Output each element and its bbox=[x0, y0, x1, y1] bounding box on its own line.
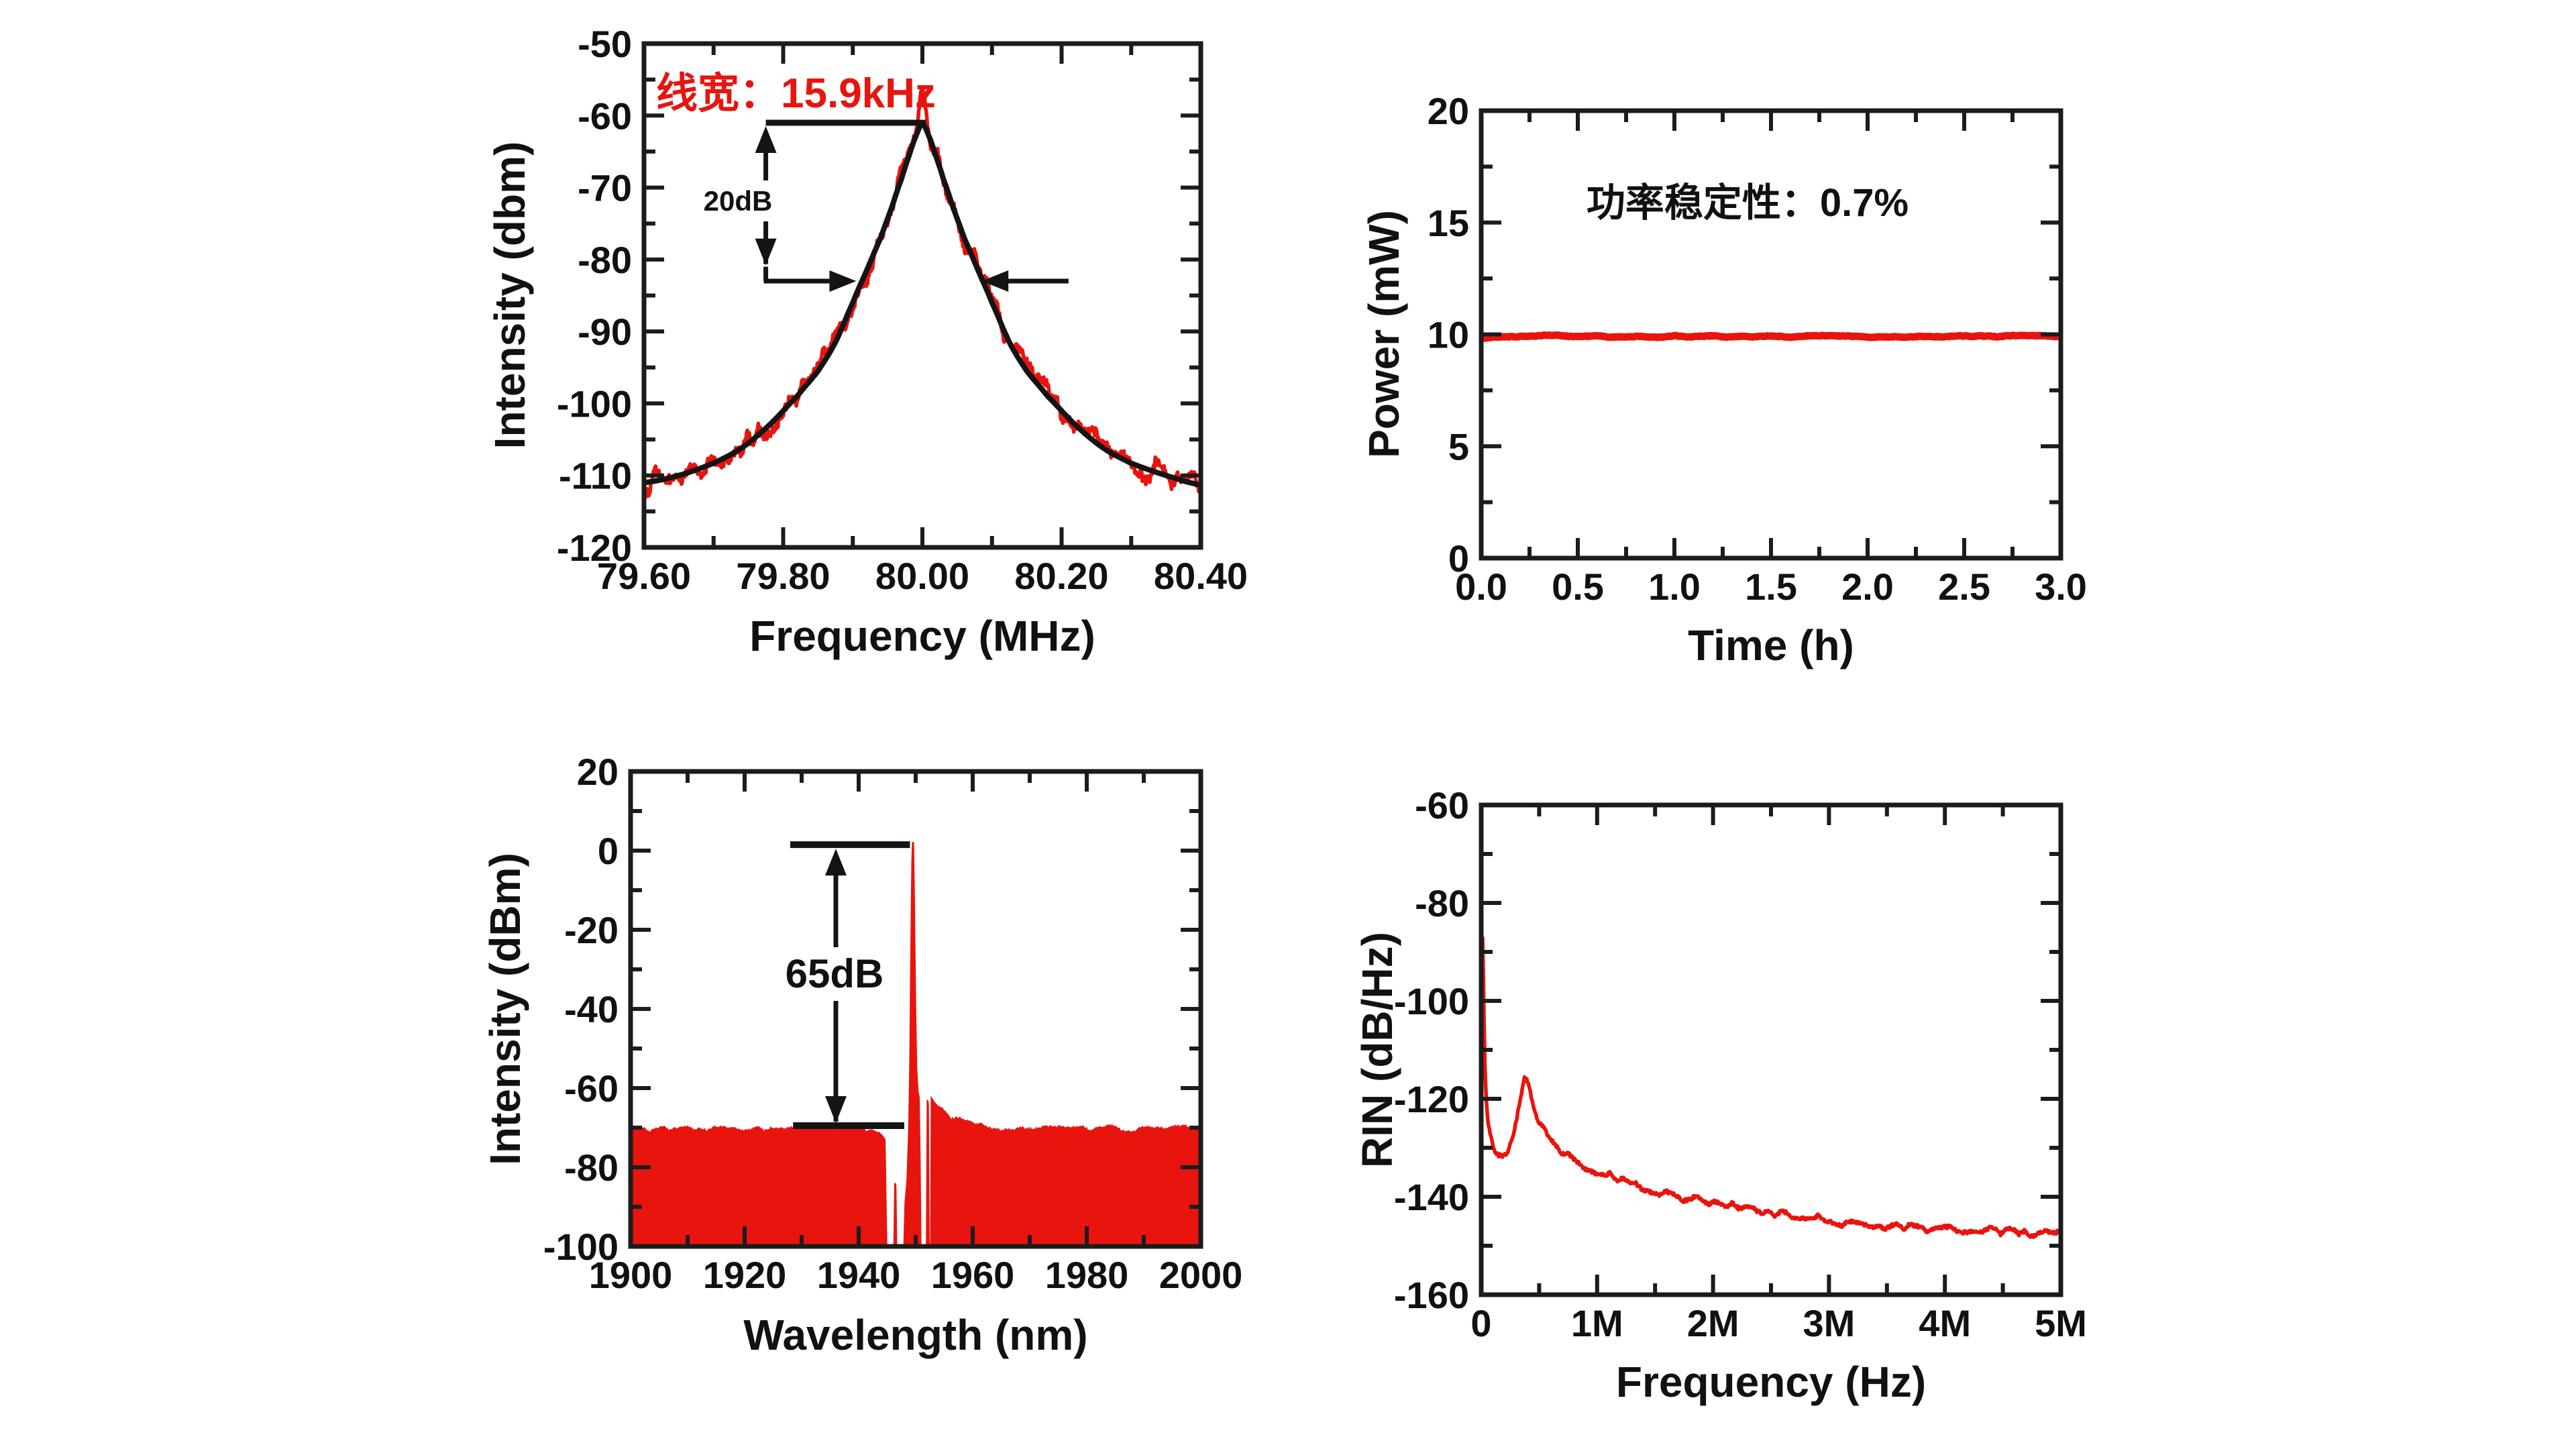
svg-text:79.80: 79.80 bbox=[736, 555, 830, 597]
spectrum-series-layer bbox=[630, 842, 1201, 1247]
svg-text:-110: -110 bbox=[559, 455, 632, 497]
power-series-layer bbox=[1479, 331, 2063, 343]
chart-optical-spectrum: 1900 1920 1940 1960 1980 2000 -100 -80 -60 -40 -20… bbox=[481, 751, 1242, 1359]
svg-text:-160: -160 bbox=[1394, 1274, 1469, 1316]
svg-text:-80: -80 bbox=[1415, 882, 1469, 924]
svg-text:1980: 1980 bbox=[1045, 1254, 1129, 1296]
svg-text:2.5: 2.5 bbox=[1938, 566, 1990, 608]
svg-text:1.5: 1.5 bbox=[1745, 566, 1797, 608]
svg-text:1900: 1900 bbox=[589, 1254, 673, 1296]
linewidth-y-axis-title: Intensity (dbm) bbox=[486, 142, 534, 449]
power-axes-layer: 0.0 0.5 1.0 1.5 2.0 2.5 3.0 0 5 10 15 20 bbox=[1428, 90, 2087, 608]
chart-linewidth-spectrum: 79.60 79.80 80.00 80.20 80.40 -120 -110 -100 -90… bbox=[486, 23, 1248, 660]
svg-text:0.0: 0.0 bbox=[1455, 566, 1507, 608]
svg-text:2M: 2M bbox=[1687, 1302, 1739, 1344]
svg-text:1940: 1940 bbox=[817, 1254, 901, 1296]
span-20db-label: 20dB bbox=[704, 185, 773, 217]
chart-rin: 0 1M 2M 3M 4M 5M -160 -140 -120 -100 -80 -60 RIN (d… bbox=[1353, 784, 2087, 1406]
svg-text:2.0: 2.0 bbox=[1841, 566, 1894, 608]
linewidth-x-axis-title: Frequency (MHz) bbox=[749, 612, 1095, 660]
svg-text:-50: -50 bbox=[578, 23, 632, 65]
linewidth-annotation-layer bbox=[755, 119, 1069, 292]
spectrum-y-axis-title: Intensity (dBm) bbox=[481, 853, 529, 1165]
svg-text:-90: -90 bbox=[578, 311, 632, 353]
svg-text:2000: 2000 bbox=[1159, 1254, 1243, 1296]
svg-text:-120: -120 bbox=[557, 527, 632, 569]
svg-text:-40: -40 bbox=[564, 988, 619, 1030]
svg-text:-60: -60 bbox=[578, 95, 632, 137]
svg-text:-80: -80 bbox=[578, 239, 632, 281]
spectrum-axes-layer: 1900 1920 1940 1960 1980 2000 -100 -80 -60 -40 -20… bbox=[543, 751, 1242, 1296]
svg-text:3M: 3M bbox=[1803, 1302, 1856, 1344]
svg-text:0: 0 bbox=[598, 830, 619, 872]
linewidth-series-layer bbox=[642, 87, 1203, 499]
svg-text:15: 15 bbox=[1428, 202, 1469, 244]
rin-axes-layer: 0 1M 2M 3M 4M 5M -160 -140 -120 -100 -80 -60 bbox=[1394, 784, 2087, 1344]
svg-text:-140: -140 bbox=[1394, 1176, 1469, 1218]
rin-y-axis-title: RIN (dB/Hz) bbox=[1353, 932, 1401, 1168]
rin-x-axis-title: Frequency (Hz) bbox=[1616, 1358, 1926, 1406]
svg-text:1960: 1960 bbox=[931, 1254, 1015, 1296]
svg-text:0: 0 bbox=[1470, 1302, 1491, 1344]
svg-text:1920: 1920 bbox=[703, 1254, 787, 1296]
svg-text:1.0: 1.0 bbox=[1648, 566, 1701, 608]
svg-text:79.60: 79.60 bbox=[597, 555, 691, 597]
svg-text:0.5: 0.5 bbox=[1552, 566, 1604, 608]
linewidth-axes-layer: 79.60 79.80 80.00 80.20 80.40 -120 -110 -100 -90… bbox=[557, 23, 1248, 597]
svg-text:-60: -60 bbox=[1415, 784, 1469, 826]
chart-power-stability: 0.0 0.5 1.0 1.5 2.0 2.5 3.0 0 5 10 15 20 Power (mW)… bbox=[1360, 90, 2087, 669]
svg-text:-70: -70 bbox=[578, 167, 632, 209]
linewidth-value-annotation: 线宽：15.9kHz bbox=[656, 70, 936, 117]
svg-text:10: 10 bbox=[1428, 314, 1469, 356]
svg-text:-100: -100 bbox=[1394, 980, 1469, 1022]
rin-series-layer bbox=[1481, 935, 2063, 1240]
power-stability-annotation: 功率稳定性：0.7% bbox=[1587, 181, 1909, 225]
svg-text:1M: 1M bbox=[1571, 1302, 1623, 1344]
svg-text:80.00: 80.00 bbox=[875, 555, 969, 597]
power-x-axis-title: Time (h) bbox=[1688, 621, 1854, 669]
svg-text:20: 20 bbox=[577, 751, 619, 793]
svg-text:-100: -100 bbox=[543, 1226, 619, 1268]
power-y-axis-title: Power (mW) bbox=[1360, 210, 1408, 458]
svg-text:0: 0 bbox=[1448, 537, 1469, 580]
svg-text:-100: -100 bbox=[557, 382, 632, 425]
spectrum-annotation-layer bbox=[790, 841, 910, 1130]
svg-text:5: 5 bbox=[1448, 425, 1469, 468]
svg-text:80.40: 80.40 bbox=[1154, 555, 1248, 597]
svg-text:-80: -80 bbox=[564, 1146, 619, 1189]
osnr-65db-label: 65dB bbox=[786, 951, 884, 996]
svg-text:4M: 4M bbox=[1919, 1302, 1971, 1344]
svg-text:-20: -20 bbox=[564, 909, 619, 951]
svg-text:20: 20 bbox=[1428, 90, 1469, 132]
svg-text:3.0: 3.0 bbox=[2035, 566, 2087, 608]
spectrum-x-axis-title: Wavelength (nm) bbox=[743, 1311, 1087, 1359]
svg-text:-120: -120 bbox=[1394, 1078, 1469, 1120]
svg-text:-60: -60 bbox=[564, 1067, 619, 1110]
svg-text:5M: 5M bbox=[2035, 1302, 2087, 1344]
svg-text:80.20: 80.20 bbox=[1014, 555, 1108, 597]
